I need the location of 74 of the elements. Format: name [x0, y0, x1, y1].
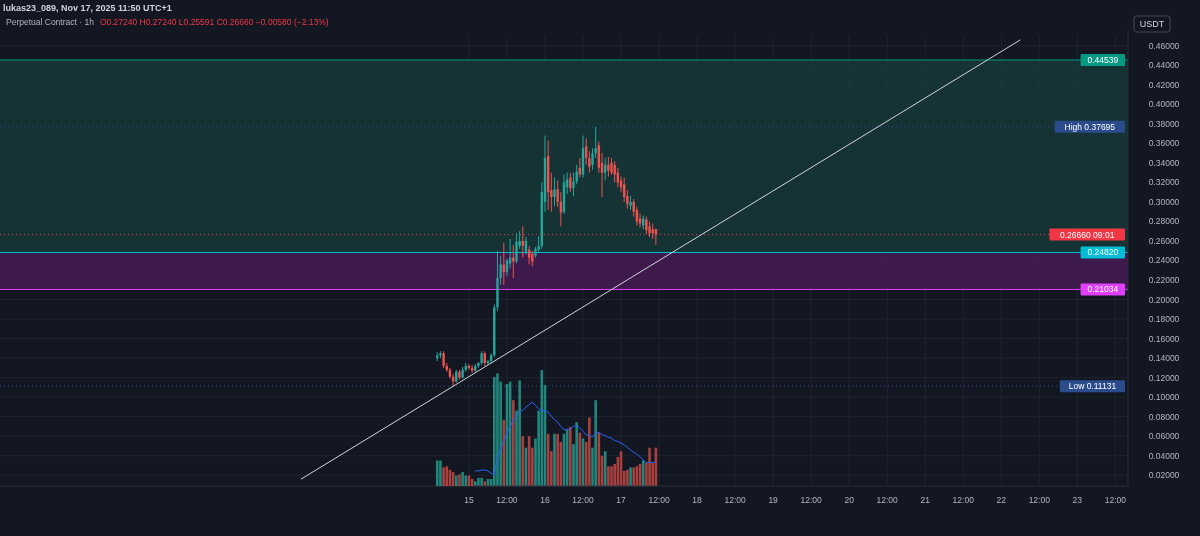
chart-subtitle: O0.27240 H0.27240 L0.25591 C0.26660 −0.00580 (−2.13%)	[99, 16, 329, 27]
y-tick-label: 0.42000	[1148, 79, 1180, 90]
chart-title: Perpetual Contract · 1h	[6, 16, 95, 27]
bar	[648, 447, 651, 486]
candlestick	[512, 244, 515, 279]
y-tick-label: 0.14000	[1148, 353, 1180, 364]
bar	[610, 466, 613, 486]
y-tick-label: 0.12000	[1148, 372, 1180, 383]
x-tick-label: 12:00	[1028, 494, 1051, 505]
y-tick-label: 0.06000	[1148, 431, 1180, 442]
bar	[502, 419, 506, 486]
y-tick-label: 0.40000	[1148, 99, 1180, 110]
y-tick-label: 0.32000	[1148, 177, 1180, 188]
y-tick-label: 0.28000	[1148, 216, 1180, 227]
x-tick-label: 12:00	[1104, 494, 1127, 505]
x-tick-label: 12:00	[648, 494, 670, 505]
bar	[477, 477, 480, 486]
y-tick-label: 0.20000	[1148, 294, 1180, 305]
x-tick-label: 20	[844, 494, 855, 505]
x-tick-label: 12:00	[800, 494, 823, 505]
x-tick-label: 21	[920, 494, 931, 505]
ref-line-label: 0.26660 09:01	[1060, 229, 1115, 240]
y-tick-label: 0.30000	[1148, 196, 1180, 207]
bar	[518, 380, 521, 486]
x-tick-label: 12:00	[496, 494, 518, 505]
x-tick-label: 16	[540, 494, 550, 505]
bar	[480, 477, 483, 486]
y-tick-label: 0.34000	[1148, 157, 1180, 168]
bar	[492, 376, 496, 486]
bar	[607, 466, 610, 486]
bar	[439, 460, 442, 486]
candlestick	[613, 160, 616, 183]
bar	[435, 460, 439, 486]
y-axis-title: USDT	[1139, 19, 1165, 30]
y-tick-label: 0.04000	[1148, 450, 1180, 461]
text: lukas23_089, Nov 17, 2025 11:50 UTC+1	[3, 3, 172, 14]
bar	[496, 373, 499, 486]
y-tick-label: 0.02000	[1148, 470, 1180, 481]
y-tick-label: 0.18000	[1148, 314, 1180, 325]
y-tick-label: 0.08000	[1148, 411, 1180, 422]
bar	[575, 422, 578, 486]
ref-line-label: 0.21034	[1087, 284, 1119, 295]
y-tick-label: 0.10000	[1148, 392, 1180, 403]
y-tick-label: 0.44000	[1148, 60, 1180, 71]
x-tick-label: 12:00	[876, 494, 899, 505]
candlestick	[515, 232, 518, 264]
y-tick-label: 0.22000	[1148, 275, 1180, 286]
y-tick-label: 0.24000	[1148, 255, 1180, 266]
x-tick-label: 12:00	[724, 494, 746, 505]
y-tick-label: 0.26000	[1148, 235, 1180, 246]
candlestick	[607, 156, 610, 178]
bar	[594, 400, 597, 486]
x-tick-label: 18	[692, 494, 703, 505]
ref-line-label: 0.44539	[1087, 55, 1119, 65]
ref-line-label: Low 0.11131	[1068, 381, 1117, 392]
bar	[588, 417, 591, 486]
x-tick-label: 19	[768, 494, 779, 505]
y-tick-label: 0.16000	[1148, 333, 1180, 344]
y-tick-label: 0.46000	[1148, 40, 1180, 51]
x-tick-label: 15	[464, 494, 474, 505]
ref-line-label: High 0.37695	[1064, 121, 1116, 132]
x-tick-label: 12:00	[952, 494, 975, 505]
candlestick	[569, 172, 572, 193]
candlestick	[553, 177, 556, 207]
bar	[569, 426, 572, 486]
x-tick-label: 17	[616, 494, 627, 505]
bar	[442, 467, 445, 486]
y-tick-label: 0.38000	[1148, 118, 1180, 129]
x-tick-label: 22	[996, 494, 1007, 505]
bar	[512, 400, 515, 486]
x-tick-label: 23	[1072, 494, 1083, 505]
ref-line-label: 0.24820	[1087, 247, 1119, 258]
x-tick-label: 12:00	[572, 494, 594, 505]
y-tick-label: 0.36000	[1148, 138, 1180, 149]
